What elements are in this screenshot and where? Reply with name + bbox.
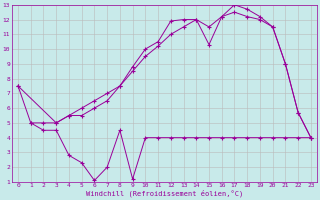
X-axis label: Windchill (Refroidissement éolien,°C): Windchill (Refroidissement éolien,°C) (86, 190, 243, 197)
